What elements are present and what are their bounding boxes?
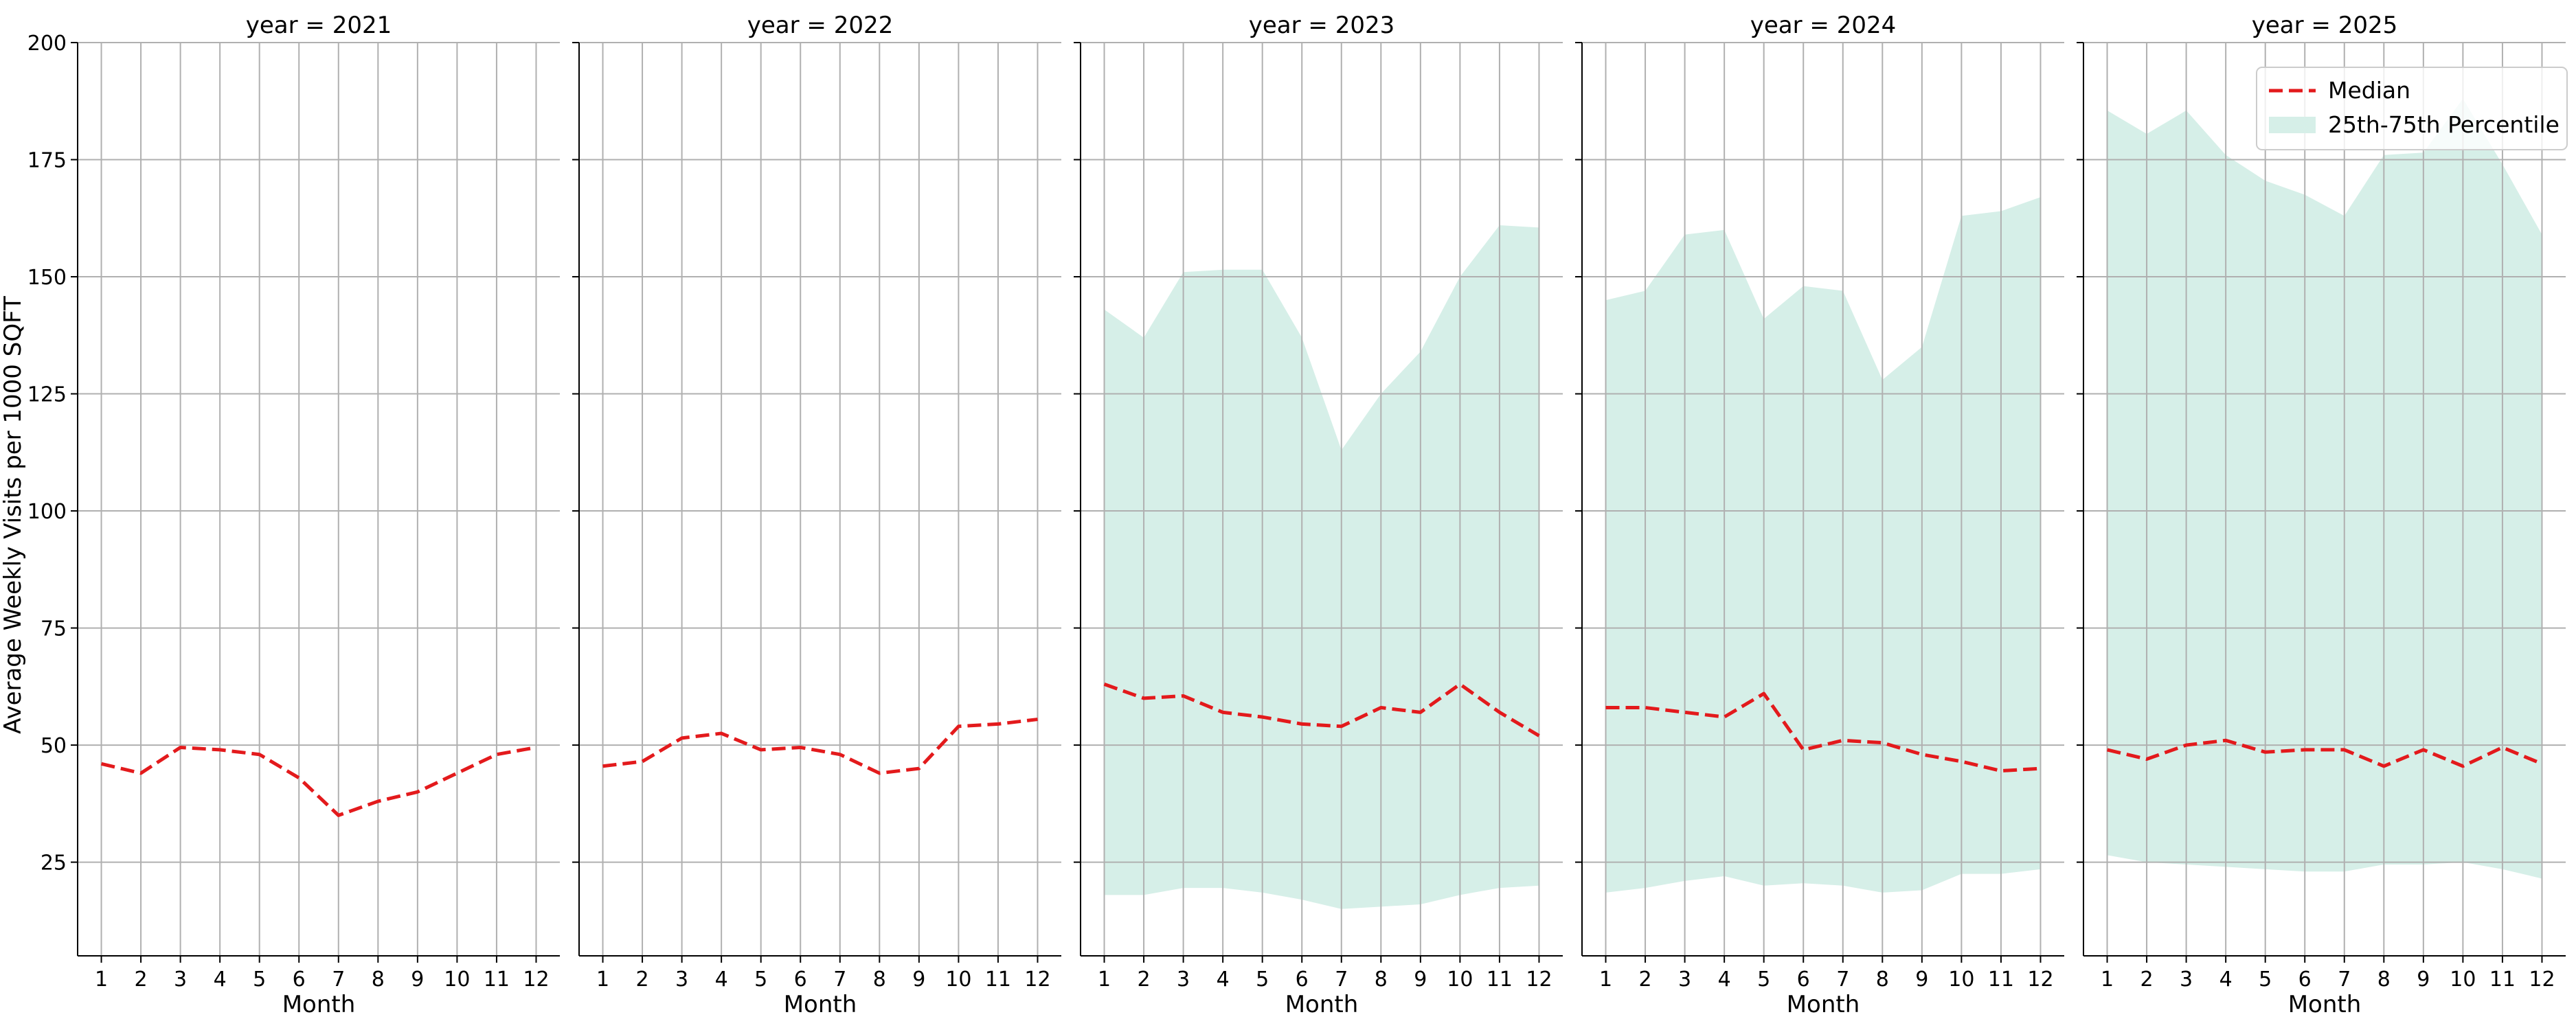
x-tick-label: 9	[411, 968, 424, 992]
x-tick-label: 10	[444, 968, 470, 992]
x-tick-label: 10	[1447, 968, 1473, 992]
x-tick-label: 8	[2377, 968, 2391, 992]
x-tick-label: 1	[95, 968, 108, 992]
x-tick-label: 12	[1024, 968, 1050, 992]
panel-title: year = 2024	[1750, 12, 1896, 39]
x-tick-label: 7	[1335, 968, 1348, 992]
x-tick-label: 12	[2027, 968, 2053, 992]
median-line	[100, 745, 536, 817]
median-line	[1605, 691, 2041, 773]
x-tick-label: 10	[945, 968, 971, 992]
x-tick-label: 11	[1487, 968, 1513, 992]
x-axis-label: Month	[1285, 991, 1359, 1018]
x-tick-label: 4	[715, 968, 728, 992]
x-tick-label: 1	[1599, 968, 1612, 992]
x-tick-label: 4	[1718, 968, 1731, 992]
x-tick-label: 3	[675, 968, 688, 992]
x-tick-label: 1	[1098, 968, 1111, 992]
x-tick-label: 11	[985, 968, 1011, 992]
x-axis-label: Month	[2288, 991, 2362, 1018]
x-axis-label: Month	[1787, 991, 1860, 1018]
x-tick-label: 12	[1526, 968, 1552, 992]
x-tick-label: 2	[1639, 968, 1652, 992]
x-tick-label: 11	[484, 968, 510, 992]
x-tick-label: 4	[214, 968, 227, 992]
panel-title: year = 2023	[1249, 12, 1394, 39]
percentile-band	[1605, 197, 2041, 893]
x-tick-label: 8	[372, 968, 385, 992]
x-tick-label: 7	[833, 968, 846, 992]
x-axis-label: Month	[784, 991, 857, 1018]
x-tick-label: 1	[596, 968, 609, 992]
y-axis-label: Average Weekly Visits per 1000 SQFT	[0, 296, 27, 734]
x-tick-label: 2	[135, 968, 148, 992]
x-tick-label: 6	[1797, 968, 1810, 992]
x-tick-label: 6	[1296, 968, 1309, 992]
x-tick-label: 10	[1948, 968, 1974, 992]
x-tick-label: 4	[2219, 968, 2233, 992]
x-tick-label: 12	[2529, 968, 2555, 992]
x-axis-label: Month	[282, 991, 356, 1018]
x-tick-label: 6	[794, 968, 807, 992]
y-tick-label: 100	[27, 500, 67, 524]
x-tick-label: 3	[1177, 968, 1190, 992]
x-tick-label: 2	[2140, 968, 2154, 992]
median-line	[602, 718, 1038, 775]
x-tick-label: 5	[2259, 968, 2272, 992]
y-tick-label: 125	[27, 383, 67, 407]
percentile-band	[1104, 225, 1539, 909]
x-tick-label: 3	[2180, 968, 2193, 992]
x-tick-label: 12	[523, 968, 549, 992]
median-line	[2106, 738, 2543, 768]
x-tick-label: 6	[293, 968, 306, 992]
x-tick-label: 7	[1836, 968, 1849, 992]
x-tick-label: 9	[2417, 968, 2430, 992]
x-tick-label: 8	[1375, 968, 1388, 992]
median-line	[1103, 682, 1540, 737]
x-tick-label: 9	[1414, 968, 1427, 992]
x-tick-label: 5	[754, 968, 767, 992]
x-tick-label: 1	[2101, 968, 2114, 992]
x-tick-label: 11	[1988, 968, 2014, 992]
legend-label: 25th-75th Percentile	[2328, 111, 2560, 138]
x-tick-label: 6	[2298, 968, 2312, 992]
y-tick-label: 50	[41, 734, 67, 758]
x-tick-label: 5	[253, 968, 266, 992]
x-tick-label: 8	[873, 968, 886, 992]
x-tick-label: 5	[1757, 968, 1770, 992]
x-tick-label: 3	[174, 968, 187, 992]
x-tick-label: 4	[1217, 968, 1230, 992]
x-tick-label: 9	[1915, 968, 1928, 992]
panel-title: year = 2021	[246, 12, 392, 39]
y-tick-label: 25	[41, 851, 67, 876]
y-tick-label: 75	[41, 617, 67, 641]
legend-box	[2256, 67, 2568, 150]
panel-title: year = 2025	[2252, 12, 2397, 39]
x-tick-label: 9	[912, 968, 925, 992]
legend: Median 25th-75th Percentile	[2256, 67, 2568, 150]
x-tick-label: 8	[1876, 968, 1889, 992]
x-tick-label: 11	[2489, 968, 2516, 992]
panel-title: year = 2022	[747, 12, 893, 39]
x-tick-label: 7	[2338, 968, 2351, 992]
y-tick-label: 200	[27, 32, 67, 56]
percentile-band	[2107, 98, 2542, 879]
x-tick-label: 2	[636, 968, 649, 992]
legend-band-swatch	[2269, 117, 2316, 133]
y-tick-label: 150	[27, 266, 67, 290]
x-tick-label: 5	[1256, 968, 1269, 992]
x-tick-label: 3	[1678, 968, 1691, 992]
legend-label: Median	[2328, 77, 2410, 104]
x-tick-label: 7	[332, 968, 345, 992]
x-tick-label: 10	[2450, 968, 2476, 992]
y-tick-label: 175	[27, 149, 67, 173]
x-tick-label: 2	[1138, 968, 1151, 992]
